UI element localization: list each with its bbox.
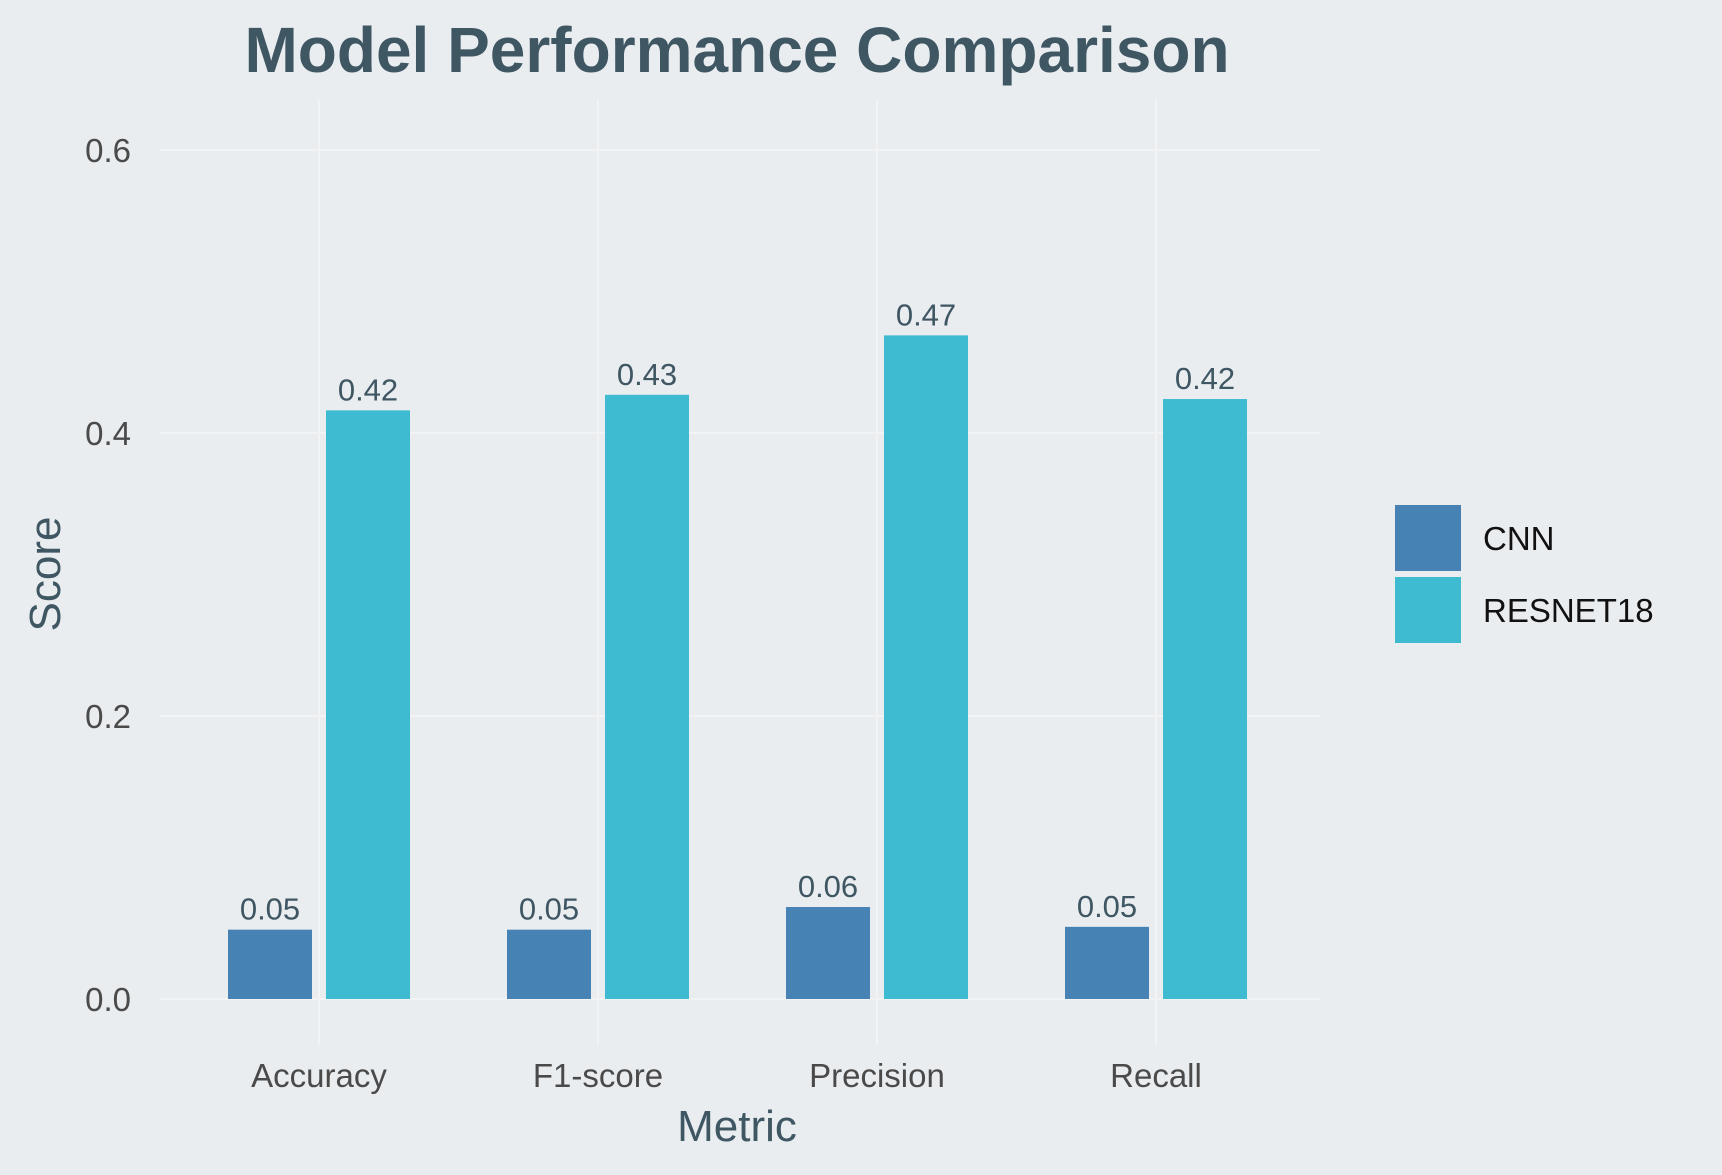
legend-label: CNN bbox=[1483, 520, 1555, 557]
data-label: 0.05 bbox=[519, 892, 579, 927]
legend: CNN RESNET18 bbox=[1395, 505, 1654, 643]
bar-cnn bbox=[507, 929, 591, 999]
legend-label: RESNET18 bbox=[1483, 592, 1654, 629]
y-axis-title: Score bbox=[21, 517, 70, 632]
y-tick-label: 0.2 bbox=[85, 698, 131, 735]
x-tick-label: Accuracy bbox=[251, 1057, 387, 1094]
data-label: 0.05 bbox=[1077, 889, 1137, 924]
data-label: 0.47 bbox=[896, 297, 956, 332]
data-label: 0.43 bbox=[617, 357, 677, 392]
y-tick-label: 0.4 bbox=[85, 415, 131, 452]
x-axis-ticks: Accuracy F1-score Precision Recall bbox=[251, 1057, 1202, 1094]
bars: 0.05 0.05 0.06 0.05 0.42 0.43 0.47 0.42 bbox=[228, 297, 1247, 999]
x-tick-label: Precision bbox=[809, 1057, 945, 1094]
y-axis-ticks: 0.0 0.2 0.4 0.6 bbox=[85, 132, 131, 1018]
data-label: 0.06 bbox=[798, 869, 858, 904]
bar-resnet18 bbox=[884, 335, 968, 999]
bar-cnn bbox=[228, 929, 312, 999]
bar-cnn bbox=[786, 907, 870, 999]
chart-title: Model Performance Comparison bbox=[244, 14, 1229, 86]
bar-resnet18 bbox=[1163, 399, 1247, 999]
y-tick-label: 0.0 bbox=[85, 981, 131, 1018]
x-tick-label: F1-score bbox=[533, 1057, 663, 1094]
y-tick-label: 0.6 bbox=[85, 132, 131, 169]
bar-cnn bbox=[1065, 926, 1149, 999]
data-label: 0.42 bbox=[1175, 361, 1235, 396]
x-tick-label: Recall bbox=[1110, 1057, 1202, 1094]
x-axis-title: Metric bbox=[677, 1102, 797, 1151]
legend-swatch bbox=[1395, 505, 1461, 571]
data-label: 0.42 bbox=[338, 372, 398, 407]
legend-swatch bbox=[1395, 577, 1461, 643]
bar-resnet18 bbox=[605, 394, 689, 999]
bar-resnet18 bbox=[326, 410, 410, 999]
data-label: 0.05 bbox=[240, 892, 300, 927]
